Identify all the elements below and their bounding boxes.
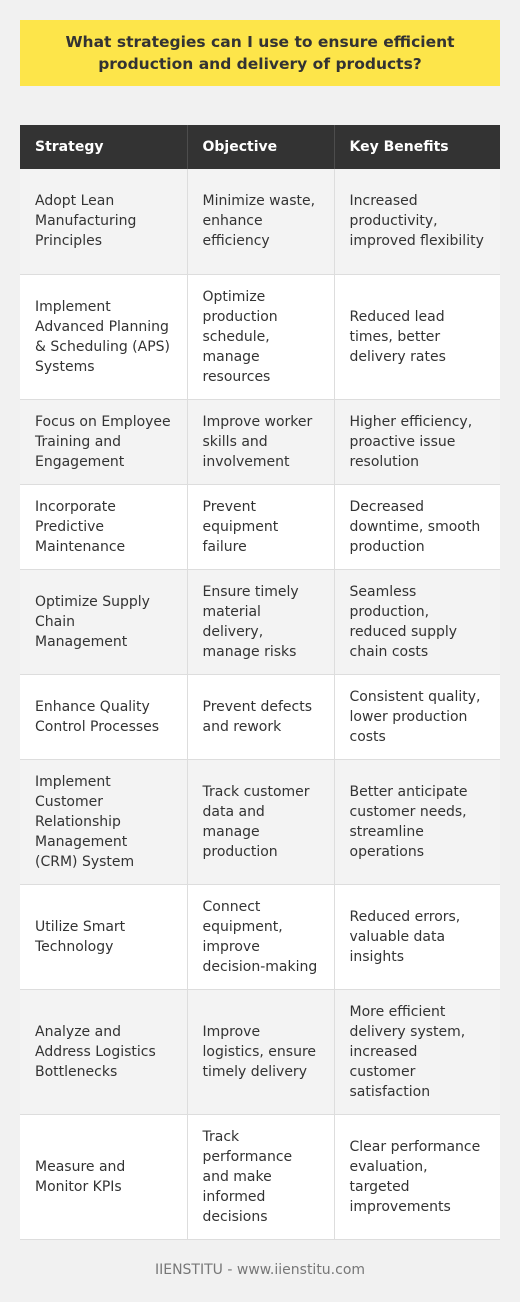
table-row: Measure and Monitor KPIs Track performan… — [20, 1114, 500, 1240]
table-row: Optimize Supply Chain Management Ensure … — [20, 569, 500, 675]
header-strategy: Strategy — [20, 125, 188, 169]
cell-objective: Connect equipment, improve decision-maki… — [187, 884, 335, 990]
cell-objective: Prevent defects and rework — [187, 674, 335, 760]
table-row: Implement Advanced Planning & Scheduling… — [20, 274, 500, 400]
cell-objective: Prevent equipment failure — [187, 484, 335, 570]
table-row: Analyze and Address Logistics Bottleneck… — [20, 989, 500, 1115]
table-row: Focus on Employee Training and Engagemen… — [20, 399, 500, 485]
cell-strategy: Optimize Supply Chain Management — [20, 569, 188, 675]
cell-benefits: Increased productivity, improved flexibi… — [334, 169, 500, 275]
table-row: Enhance Quality Control Processes Preven… — [20, 674, 500, 760]
cell-strategy: Adopt Lean Manufacturing Principles — [20, 169, 188, 275]
cell-strategy: Measure and Monitor KPIs — [20, 1114, 188, 1240]
page-title: What strategies can I use to ensure effi… — [65, 33, 455, 73]
cell-objective: Ensure timely material delivery, manage … — [187, 569, 335, 675]
cell-objective: Track customer data and manage productio… — [187, 759, 335, 885]
cell-objective: Optimize production schedule, manage res… — [187, 274, 335, 400]
strategy-table: Strategy Objective Key Benefits Adopt Le… — [20, 125, 500, 1240]
table-row: Implement Customer Relationship Manageme… — [20, 759, 500, 885]
cell-strategy: Incorporate Predictive Maintenance — [20, 484, 188, 570]
cell-benefits: Better anticipate customer needs, stream… — [334, 759, 500, 885]
cell-strategy: Enhance Quality Control Processes — [20, 674, 188, 760]
cell-strategy: Utilize Smart Technology — [20, 884, 188, 990]
cell-benefits: Consistent quality, lower production cos… — [334, 674, 500, 760]
cell-benefits: Higher efficiency, proactive issue resol… — [334, 399, 500, 485]
cell-objective: Minimize waste, enhance efficiency — [187, 169, 335, 275]
cell-benefits: Clear performance evaluation, targeted i… — [334, 1114, 500, 1240]
cell-benefits: More efficient delivery system, increase… — [334, 989, 500, 1115]
cell-objective: Improve logistics, ensure timely deliver… — [187, 989, 335, 1115]
table-row: Adopt Lean Manufacturing Principles Mini… — [20, 169, 500, 275]
header-objective: Objective — [187, 125, 335, 169]
cell-strategy: Implement Advanced Planning & Scheduling… — [20, 274, 188, 400]
cell-benefits: Reduced lead times, better delivery rate… — [334, 274, 500, 400]
table-row: Utilize Smart Technology Connect equipme… — [20, 884, 500, 990]
header-key-benefits: Key Benefits — [334, 125, 500, 169]
footer-credit: IIENSTITU - www.iienstitu.com — [154, 1262, 366, 1278]
cell-strategy: Focus on Employee Training and Engagemen… — [20, 399, 188, 485]
cell-benefits: Seamless production, reduced supply chai… — [334, 569, 500, 675]
cell-objective: Track performance and make informed deci… — [187, 1114, 335, 1240]
cell-benefits: Decreased downtime, smooth production — [334, 484, 500, 570]
title-banner: What strategies can I use to ensure effi… — [20, 20, 500, 86]
table-header-row: Strategy Objective Key Benefits — [20, 125, 500, 169]
cell-objective: Improve worker skills and involvement — [187, 399, 335, 485]
cell-benefits: Reduced errors, valuable data insights — [334, 884, 500, 990]
cell-strategy: Analyze and Address Logistics Bottleneck… — [20, 989, 188, 1115]
table-row: Incorporate Predictive Maintenance Preve… — [20, 484, 500, 570]
cell-strategy: Implement Customer Relationship Manageme… — [20, 759, 188, 885]
